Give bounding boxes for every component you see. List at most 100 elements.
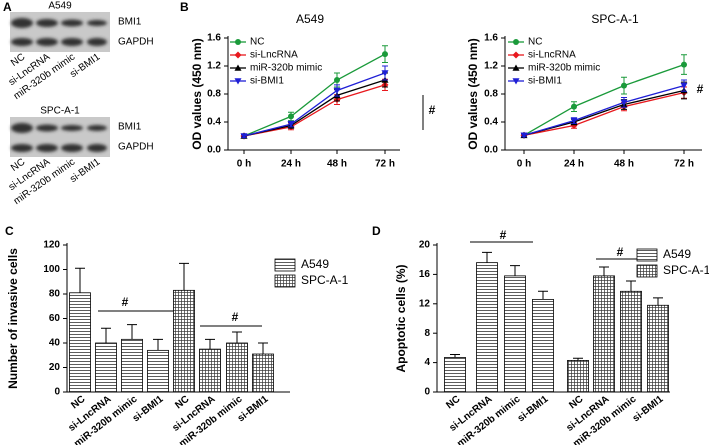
blot-title: A549 — [48, 1, 72, 12]
y-tick-label: 20 — [49, 362, 61, 373]
marker — [333, 87, 341, 94]
x-tick-label: NC — [69, 394, 87, 412]
legend-marker — [513, 39, 519, 45]
annotation: # — [429, 103, 436, 117]
marker — [621, 82, 627, 89]
marker — [288, 113, 294, 120]
legend-marker — [234, 51, 242, 59]
x-tick-label: NC — [173, 394, 191, 412]
marker — [334, 77, 340, 83]
y-tick-label: 120 — [43, 240, 60, 251]
marker — [681, 61, 687, 68]
error-bar — [101, 327, 111, 343]
bar — [567, 359, 589, 393]
error-bar — [127, 324, 137, 340]
x-tick-label: 48 h — [327, 159, 347, 170]
bar — [476, 262, 498, 393]
y-tick-label: 0.4 — [484, 117, 498, 128]
legend-marker — [235, 39, 241, 45]
bar — [593, 275, 615, 393]
y-tick-label: 4 — [424, 357, 430, 368]
marker — [240, 133, 248, 140]
annotation: # — [697, 82, 704, 96]
y-axis-label: Number of invasive cells — [6, 248, 20, 389]
marker — [571, 103, 577, 110]
error-bar — [205, 338, 215, 350]
marker — [382, 51, 388, 58]
series-line — [243, 84, 386, 137]
bar — [199, 348, 221, 393]
y-tick-label: 8 — [424, 328, 430, 339]
legend-marker — [512, 78, 520, 85]
legend-label: SPC-A-1 — [301, 273, 349, 287]
bar — [532, 298, 554, 393]
legend-marker — [234, 78, 242, 85]
y-tick-label: 60 — [49, 313, 61, 324]
error-bar — [258, 342, 268, 355]
marker — [520, 132, 528, 139]
error-bar — [450, 354, 460, 358]
legend-label: miR-320b mimic — [528, 63, 600, 74]
error-bar — [482, 251, 492, 263]
marker — [570, 117, 578, 125]
bar — [95, 342, 117, 393]
y-tick-label: 40 — [49, 338, 61, 349]
x-tick-label: 0 h — [517, 159, 531, 170]
error-bar — [232, 331, 242, 343]
x-tick-label: NC — [567, 394, 585, 412]
legend-swatch — [274, 258, 296, 272]
x-tick-label: 72 h — [674, 159, 694, 170]
legend-label: si-BMI1 — [528, 76, 562, 87]
marker — [680, 82, 688, 90]
y-tick-label: 0.8 — [207, 89, 221, 100]
error-bar — [510, 265, 520, 276]
marker — [620, 99, 628, 106]
bar — [444, 357, 466, 393]
annotation: # — [232, 310, 239, 324]
series-line — [243, 79, 386, 137]
bar — [69, 292, 91, 393]
y-axis-label: OD values (450 nm) — [190, 38, 204, 149]
annotation: # — [122, 295, 129, 309]
bar — [620, 290, 642, 393]
y-tick-label: 0.0 — [207, 145, 221, 156]
y-tick-label: 0.4 — [207, 117, 221, 128]
y-tick-label: 1.2 — [207, 61, 221, 72]
error-bar — [153, 338, 163, 351]
legend-label: NC — [250, 37, 264, 48]
error-bar — [626, 280, 636, 292]
marker — [287, 121, 295, 128]
x-tick-label: si-BMI1 — [516, 394, 551, 425]
legend-label: si-LncRNA — [528, 50, 576, 61]
series-line — [523, 84, 685, 136]
y-tick-label: 0.8 — [484, 89, 498, 100]
marker — [381, 70, 389, 77]
band-label: GAPDH — [118, 37, 154, 48]
y-tick-label: 0 — [424, 387, 430, 398]
bar — [647, 304, 669, 393]
legend-swatch — [636, 264, 658, 278]
bar — [226, 342, 248, 393]
legend-marker — [234, 64, 242, 71]
legend-label: A549 — [663, 247, 691, 261]
x-tick-label: si-BMI1 — [631, 394, 666, 425]
y-tick-label: 20 — [419, 240, 431, 251]
chart-title: A549 — [296, 12, 324, 26]
y-tick-label: 1.6 — [207, 33, 221, 44]
series-line — [523, 63, 685, 136]
x-tick-label: NC — [444, 394, 462, 412]
bar — [173, 289, 195, 393]
panel-label: D — [372, 224, 381, 238]
panel-label: A — [3, 0, 12, 14]
legend-marker — [512, 64, 520, 71]
y-tick-label: 0.0 — [484, 145, 498, 156]
y-tick-label: 16 — [419, 269, 431, 280]
panel-label: B — [180, 0, 189, 14]
band-label: GAPDH — [118, 142, 154, 153]
x-tick-label: 24 h — [564, 159, 584, 170]
legend-label: si-LncRNA — [250, 50, 298, 61]
blot-image — [10, 12, 110, 52]
error-bar — [653, 297, 663, 306]
blot-title: SPC-A-1 — [40, 106, 80, 117]
y-tick-label: 100 — [43, 264, 60, 275]
